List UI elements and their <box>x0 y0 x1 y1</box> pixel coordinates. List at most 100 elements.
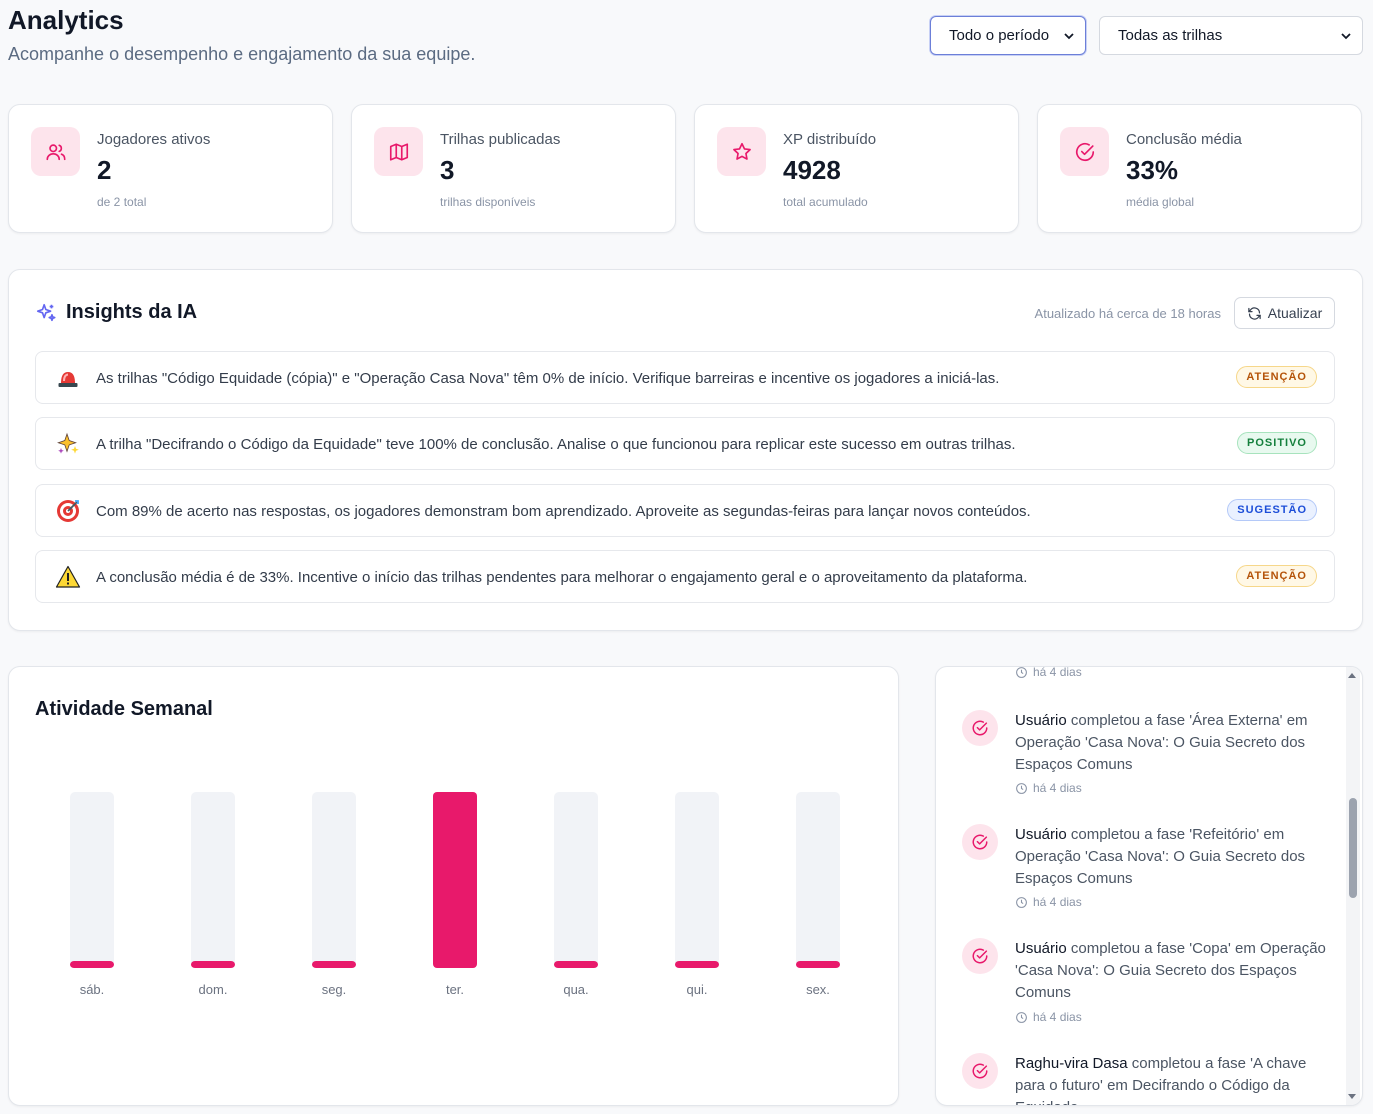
scroll-down-arrow[interactable] <box>1348 1094 1356 1099</box>
warning-icon <box>55 565 81 588</box>
insight-text: Com 89% de acerto nas respostas, os joga… <box>96 503 1031 520</box>
kpi-card-published-tracks: Trilhas publicadas 3 trilhas disponíveis <box>351 104 676 233</box>
feed-user: Usuário <box>1015 940 1067 957</box>
feed-action: completou a fase 'A chave para o futuro'… <box>1015 1055 1307 1105</box>
feed-action: completou a fase 'Refeitório' em Operaçã… <box>1015 826 1306 887</box>
kpi-value: 2 <box>97 155 112 185</box>
kpi-card-active-players: Jogadores ativos 2 de 2 total <box>8 104 333 233</box>
x-tick-label-4: qua. <box>563 982 588 997</box>
chevron-down-icon <box>1341 32 1351 39</box>
kpi-subtext: de 2 total <box>97 195 147 209</box>
status-badge: ATENÇÃO <box>1236 565 1317 587</box>
bar-6[interactable] <box>796 961 840 968</box>
activity-feed[interactable]: há 4 dias Usuário completou a fase 'Área… <box>935 666 1363 1106</box>
clock-icon <box>1016 1011 1027 1023</box>
bar-1[interactable] <box>191 961 235 968</box>
refresh-button[interactable]: Atualizar <box>1234 297 1335 329</box>
feed-user: Raghu-vira Dasa <box>1015 1055 1128 1072</box>
kpi-label: Jogadores ativos <box>97 131 211 148</box>
chevron-down-icon <box>1064 32 1074 39</box>
check-circle-icon <box>962 710 998 746</box>
bar-0[interactable] <box>70 961 114 968</box>
bar-track-0 <box>70 792 114 968</box>
refresh-button-label: Atualizar <box>1267 305 1323 321</box>
period-select[interactable]: Todo o período <box>930 16 1086 55</box>
feed-text: Raghu-vira Dasa completou a fase 'A chav… <box>1015 1053 1330 1105</box>
insight-text: A conclusão média é de 33%. Incentive o … <box>96 569 1028 586</box>
period-select-value: Todo o período <box>949 27 1050 44</box>
map-icon <box>374 127 423 176</box>
bar-4[interactable] <box>554 961 598 968</box>
track-select[interactable]: Todas as trilhas <box>1099 16 1363 55</box>
x-tick-label-2: seg. <box>322 982 347 997</box>
feed-timestamp: há 4 dias <box>1015 667 1082 679</box>
check-circle-icon <box>1060 127 1109 176</box>
kpi-value: 33% <box>1126 155 1179 185</box>
feed-timestamp: há 4 dias <box>1015 895 1082 909</box>
feed-user: Usuário <box>1015 826 1067 843</box>
target-icon <box>57 500 79 522</box>
clock-icon <box>1016 667 1027 678</box>
bar-5[interactable] <box>675 961 719 968</box>
activity-feed-list[interactable]: há 4 dias Usuário completou a fase 'Área… <box>936 667 1348 1105</box>
bar-track-4 <box>554 792 598 968</box>
bar-track-5 <box>675 792 719 968</box>
kpi-label: XP distribuído <box>783 131 877 148</box>
x-tick-label-1: dom. <box>199 982 228 997</box>
insights-title: Insights da IA <box>66 301 198 323</box>
users-icon <box>31 127 80 176</box>
kpi-value: 4928 <box>783 155 841 185</box>
ai-insights-panel: Insights da IA Atualizado há cerca de 18… <box>8 269 1363 631</box>
scrollbar-thumb[interactable] <box>1349 798 1357 898</box>
insight-item: As trilhas "Código Equidade (cópia)" e "… <box>35 351 1335 404</box>
insight-text: A trilha "Decifrando o Código da Equidad… <box>96 436 1016 453</box>
page-title: Analytics <box>8 5 124 35</box>
bar-track-2 <box>312 792 356 968</box>
clock-icon <box>1016 782 1027 794</box>
feed-user: Usuário <box>1015 712 1067 729</box>
kpi-subtext: trilhas disponíveis <box>440 195 536 209</box>
weekly-activity-chart: sáb. dom. seg. ter. qua. qui. sex. <box>70 792 840 997</box>
kpi-subtext: média global <box>1126 195 1195 209</box>
status-badge: POSITIVO <box>1237 432 1317 454</box>
insight-text: As trilhas "Código Equidade (cópia)" e "… <box>96 370 1000 387</box>
bar-track-1 <box>191 792 235 968</box>
kpi-card-xp: XP distribuído 4928 total acumulado <box>694 104 1019 233</box>
scroll-up-arrow[interactable] <box>1348 673 1356 678</box>
clock-icon <box>1016 896 1027 908</box>
insight-item: A trilha "Decifrando o Código da Equidad… <box>35 417 1335 470</box>
track-select-value: Todas as trilhas <box>1118 27 1223 44</box>
kpi-label: Conclusão média <box>1126 131 1242 148</box>
kpi-card-completion: Conclusão média 33% média global <box>1037 104 1362 233</box>
check-circle-icon <box>962 938 998 974</box>
feed-action: completou a fase 'Área Externa' em Opera… <box>1015 712 1308 773</box>
x-tick-label-0: sáb. <box>80 982 105 997</box>
x-tick-label-6: sex. <box>806 982 830 997</box>
kpi-subtext: total acumulado <box>783 195 868 209</box>
bar-3[interactable] <box>433 792 477 968</box>
x-tick-label-3: ter. <box>446 982 464 997</box>
sparkles-icon <box>36 303 56 322</box>
feed-timestamp: há 4 dias <box>1015 1010 1082 1024</box>
insight-item: Com 89% de acerto nas respostas, os joga… <box>35 484 1335 537</box>
check-circle-icon <box>962 1053 998 1089</box>
insight-item: A conclusão média é de 33%. Incentive o … <box>35 550 1335 603</box>
insights-updated-text: Atualizado há cerca de 18 horas <box>1034 306 1221 321</box>
refresh-icon <box>1248 306 1261 320</box>
status-badge: SUGESTÃO <box>1227 499 1317 521</box>
kpi-label: Trilhas publicadas <box>440 131 561 148</box>
chart-title: Atividade Semanal <box>35 698 213 720</box>
kpi-value: 3 <box>440 155 455 185</box>
sparkles-icon <box>57 432 79 454</box>
bar-track-6 <box>796 792 840 968</box>
feed-text: Usuário completou a fase 'Copa' em Opera… <box>1015 938 1330 1004</box>
feed-timestamp: há 4 dias <box>1015 781 1082 795</box>
bar-2[interactable] <box>312 961 356 968</box>
page-subtitle: Acompanhe o desempenho e engajamento da … <box>8 44 476 64</box>
feed-text: Usuário completou a fase 'Área Externa' … <box>1015 710 1330 776</box>
status-badge: ATENÇÃO <box>1236 366 1317 388</box>
feed-text: Usuário completou a fase 'Refeitório' em… <box>1015 824 1330 890</box>
weekly-activity-card: Atividade Semanal sáb. dom. seg. ter. qua. qu… <box>8 666 899 1106</box>
siren-icon <box>58 372 78 387</box>
x-tick-label-5: qui. <box>687 982 708 997</box>
